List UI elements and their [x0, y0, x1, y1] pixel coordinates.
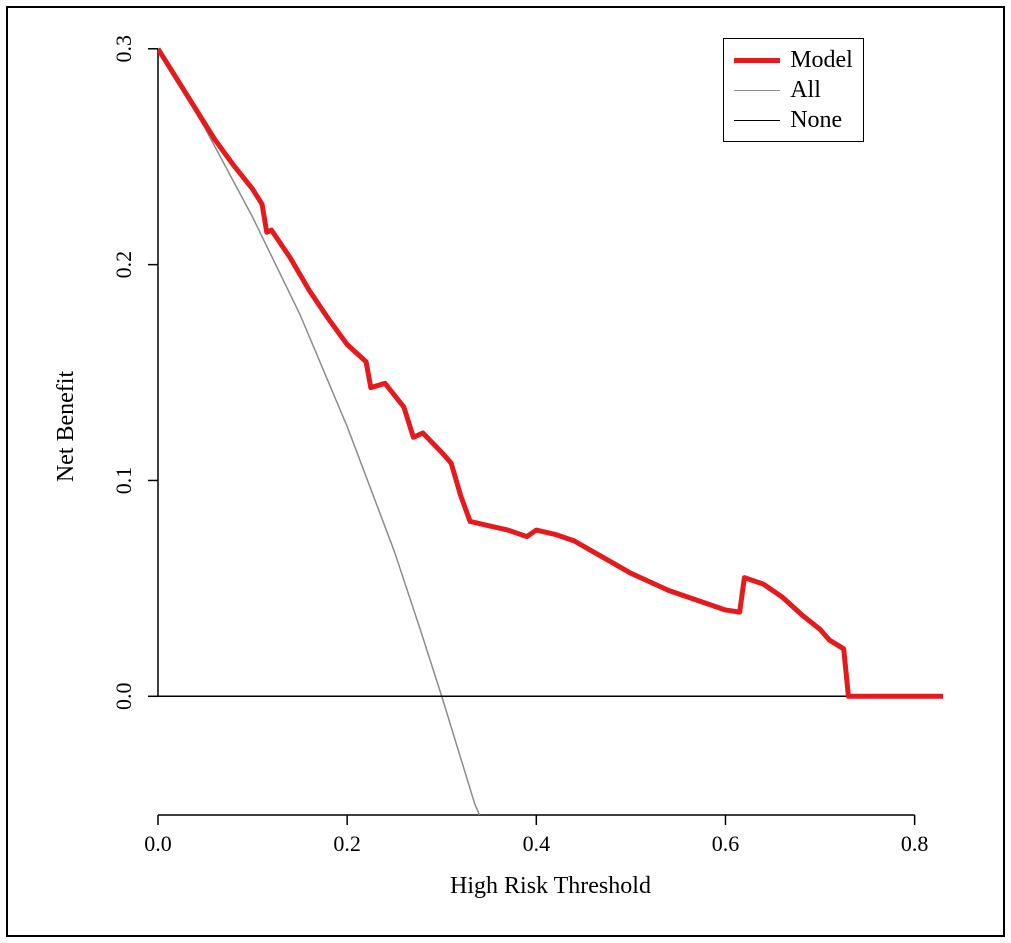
legend-label-none: None [790, 105, 842, 135]
y-tick-label: 0.0 [111, 683, 136, 711]
legend-item-none: None [734, 105, 853, 135]
legend-label-all: All [790, 75, 821, 105]
y-tick-label: 0.1 [111, 467, 136, 495]
legend-swatch-model [734, 58, 780, 63]
legend-swatch-all [734, 90, 780, 91]
series-all [158, 49, 480, 815]
legend-item-all: All [734, 75, 853, 105]
x-axis-label: High Risk Threshold [450, 873, 651, 899]
x-tick-label: 0.2 [333, 831, 361, 856]
chart-area: 0.0 0.1 0.2 0.3 Net Benefit 0.0 0.2 0.4 0.6 0.8 Hi… [8, 8, 1003, 935]
x-tick-label: 0.4 [523, 831, 551, 856]
series-model [158, 49, 943, 697]
legend-label-model: Model [790, 45, 853, 75]
legend: ModelAllNone [723, 38, 864, 142]
y-tick-label: 0.2 [111, 251, 136, 279]
x-tick-label: 0.6 [712, 831, 740, 856]
decision-curve-chart: 0.0 0.1 0.2 0.3 Net Benefit 0.0 0.2 0.4 0.6 0.8 Hi… [8, 8, 1003, 935]
x-tick-label: 0.0 [144, 831, 172, 856]
y-tick-label: 0.3 [111, 35, 136, 63]
legend-item-model: Model [734, 45, 853, 75]
legend-swatch-none [734, 120, 780, 121]
figure-frame: 0.0 0.1 0.2 0.3 Net Benefit 0.0 0.2 0.4 0.6 0.8 Hi… [6, 6, 1005, 937]
y-axis-label: Net Benefit [53, 371, 79, 483]
series-group [158, 49, 943, 815]
x-tick-label: 0.8 [901, 831, 929, 856]
